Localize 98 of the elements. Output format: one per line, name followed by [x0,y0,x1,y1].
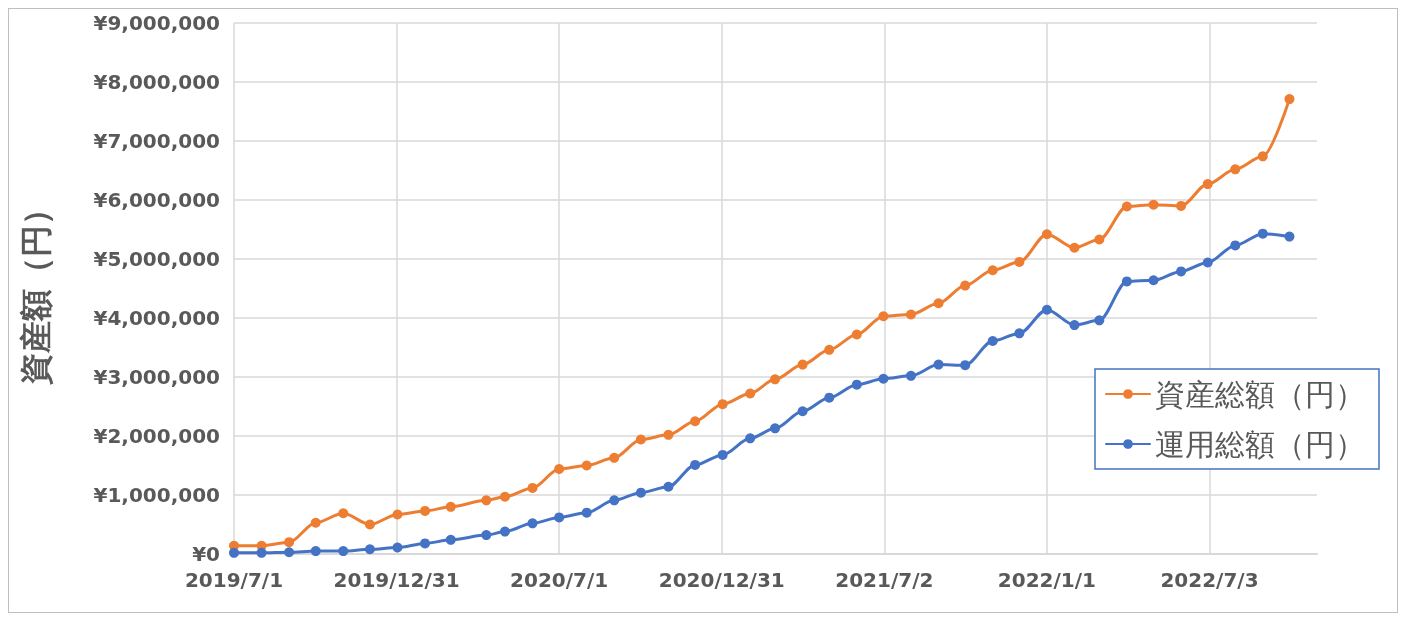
y-tick-label: ¥2,000,000 [93,424,220,448]
point [1148,275,1159,286]
y-tick-label: ¥4,000,000 [93,306,220,330]
point [717,449,728,460]
point [1094,315,1105,326]
point [635,487,646,498]
x-tick-label: 2022/1/1 [997,568,1096,592]
point [987,265,998,276]
y-tick-label: ¥8,000,000 [93,70,220,94]
point [420,505,431,516]
x-tick-label: 2020/7/1 [510,568,609,592]
point [229,547,239,558]
point [1284,231,1295,242]
x-tick-label: 2020/12/31 [658,568,785,592]
point [797,406,808,417]
point [338,546,349,557]
y-tick-label: ¥3,000,000 [93,365,220,389]
point [906,309,916,320]
legend-label: 資産総額（円） [1155,376,1365,412]
point [1014,256,1025,267]
point [987,336,998,347]
x-tick-label: 2022/7/3 [1160,568,1259,592]
point [960,360,971,371]
point [481,530,492,541]
point [481,495,492,506]
point [310,517,321,528]
point [1069,320,1080,331]
point [445,501,456,512]
point [878,311,889,322]
point [745,433,756,444]
x-tick-label: 2019/12/31 [333,568,460,592]
point [420,538,431,549]
point [745,388,756,399]
legend-label: 運用総額（円） [1155,426,1365,462]
y-axis-title: 資産額（円） [17,192,55,386]
point [1176,266,1187,277]
point [1041,304,1052,315]
point [635,434,646,445]
point [824,392,835,403]
point [906,370,916,381]
point [1121,276,1132,287]
y-tick-label: ¥7,000,000 [93,129,220,153]
y-tick-label: ¥5,000,000 [93,247,220,271]
point [824,344,835,355]
point [933,298,944,309]
point [256,547,267,558]
point [527,482,538,493]
point [445,534,456,545]
point [1094,234,1105,245]
point [1069,242,1080,253]
point [1041,229,1052,240]
point [1121,201,1132,212]
point [797,359,808,370]
point [1230,240,1241,251]
point [554,512,565,523]
y-tick-label: ¥0 [192,542,220,566]
x-tick-label: 2021/7/2 [835,568,934,592]
point [581,460,592,471]
y-tick-label: ¥6,000,000 [93,188,220,212]
point [1202,179,1213,190]
point [933,359,944,370]
point [960,280,971,291]
point [1148,199,1159,210]
point [499,491,510,502]
point [851,329,862,340]
point [770,374,781,385]
point [310,546,321,557]
point [1230,164,1241,175]
point [499,526,510,537]
point [392,542,403,553]
point [609,452,620,463]
point [1284,94,1295,105]
point [581,507,592,518]
point [663,429,674,440]
point [527,518,538,529]
point [717,399,728,410]
point [554,464,565,475]
point [284,547,295,558]
point [609,495,620,506]
y-tick-label: ¥9,000,000 [93,11,220,35]
point [338,508,349,519]
point [690,459,701,470]
y-tick-label: ¥1,000,000 [93,483,220,507]
point [663,481,674,492]
point [364,519,375,530]
point [1257,151,1268,162]
point [1176,200,1187,211]
point [364,544,375,555]
x-tick-label: 2019/7/1 [184,568,284,592]
point [1202,257,1213,268]
point [392,509,403,520]
point [690,416,701,427]
point [878,373,889,384]
point [1257,228,1268,239]
point [1014,328,1025,339]
point [770,423,781,434]
point [284,537,295,548]
point [851,379,862,390]
